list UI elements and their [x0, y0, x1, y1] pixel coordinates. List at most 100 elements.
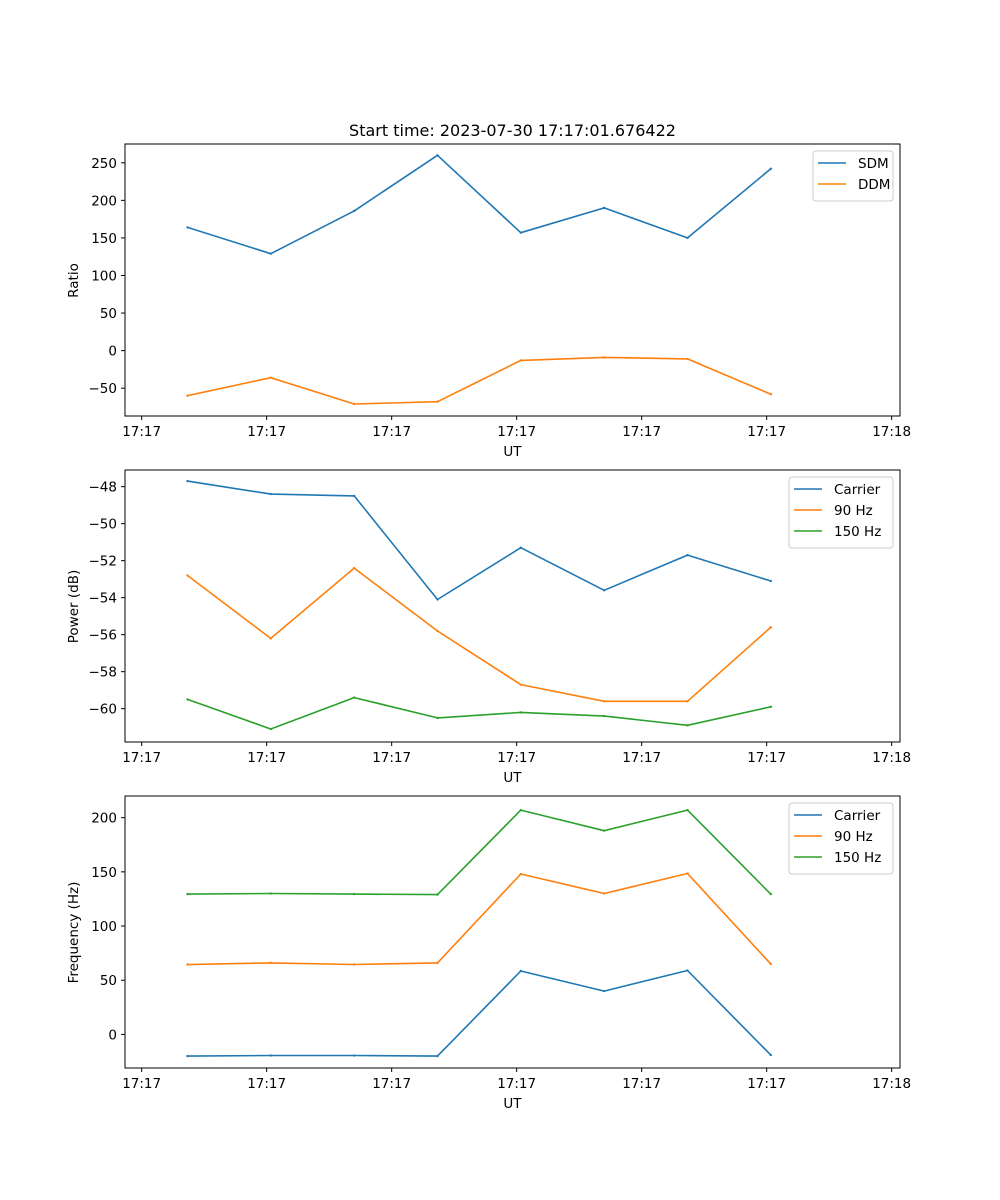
data-point — [519, 359, 523, 362]
legend: Carrier 90 Hz 150 Hz — [788, 476, 894, 549]
data-point — [769, 626, 773, 629]
frequency-panel: UT Frequency (Hz) 17:17 17:17 17:17 17:17 17… — [66, 795, 911, 1112]
data-point — [686, 969, 689, 972]
data-point — [352, 566, 356, 570]
y-axis-label: Power (dB) — [66, 570, 82, 643]
y-tick-label: −50 — [89, 381, 118, 397]
y-tick-label: 150 — [91, 231, 117, 247]
x-tick-label: 17:17 — [247, 1076, 286, 1092]
data-point — [602, 892, 606, 895]
data-point — [436, 893, 439, 896]
data-point — [436, 961, 439, 965]
y-tick-label: 100 — [91, 919, 117, 935]
power-panel: UT Power (dB) 17:17 17:17 17:17 17:17 17:17 1… — [66, 469, 911, 786]
data-point — [269, 492, 273, 496]
data-point — [602, 714, 606, 718]
x-tick-label: 17:17 — [622, 424, 661, 440]
x-axis-label: UT — [503, 770, 522, 786]
data-point — [519, 808, 523, 812]
y-axis-label: Frequency (Hz) — [66, 882, 82, 984]
x-tick-label: 17:17 — [247, 750, 286, 766]
x-tick-label: 17:18 — [872, 750, 911, 766]
series-line-150-hz — [186, 696, 772, 730]
x-tick-label: 17:17 — [497, 1076, 536, 1092]
data-point — [686, 808, 689, 812]
y-axis-label: Ratio — [66, 263, 82, 298]
legend: SDM DDM — [812, 150, 894, 202]
data-point — [269, 961, 273, 965]
data-point — [519, 969, 523, 973]
data-point — [269, 1054, 273, 1057]
data-point — [519, 872, 523, 876]
x-tick-label: 17:17 — [122, 424, 161, 440]
data-point — [686, 357, 689, 361]
data-point — [769, 579, 773, 583]
legend-label: 150 Hz — [834, 850, 881, 866]
series-line-150-hz — [186, 809, 772, 896]
y-tick-label: 200 — [91, 193, 117, 209]
legend-label: Carrier — [834, 808, 881, 824]
x-tick-label: 17:17 — [747, 750, 786, 766]
x-tick-label: 17:17 — [122, 750, 161, 766]
data-point — [269, 727, 273, 731]
axes-frame — [124, 469, 901, 743]
x-tick-label: 17:17 — [747, 1076, 786, 1092]
x-tick-label: 17:17 — [497, 424, 536, 440]
y-tick-label: 0 — [108, 344, 117, 360]
y-tick-label: −50 — [89, 517, 118, 533]
legend-label: Carrier — [834, 482, 881, 498]
data-point — [686, 553, 689, 557]
data-point — [519, 683, 523, 686]
y-tick-label: −52 — [89, 554, 118, 570]
data-point — [186, 574, 189, 577]
data-point — [519, 711, 523, 714]
data-point — [269, 376, 273, 379]
chart-title: Start time: 2023-07-30 17:17:01.676422 — [349, 121, 676, 140]
data-point — [436, 400, 439, 403]
data-point — [602, 829, 606, 832]
data-point — [602, 589, 606, 592]
y-tick-label: 150 — [91, 865, 117, 881]
data-point — [352, 1054, 356, 1057]
axes-frame — [124, 795, 901, 1069]
y-tick-label: 200 — [91, 811, 117, 827]
data-point — [769, 167, 773, 170]
data-point — [269, 252, 273, 255]
data-point — [686, 236, 689, 240]
data-point — [436, 598, 439, 601]
x-tick-label: 17:17 — [622, 750, 661, 766]
x-tick-label: 17:17 — [247, 424, 286, 440]
series-line-ddm — [186, 356, 772, 405]
legend-label: SDM — [858, 156, 889, 172]
data-point — [686, 700, 689, 703]
data-point — [186, 394, 189, 397]
data-point — [602, 356, 606, 359]
data-point — [436, 716, 439, 720]
data-point — [602, 700, 606, 703]
data-point — [769, 892, 773, 896]
data-point — [519, 546, 523, 549]
data-point — [686, 872, 689, 875]
data-point — [269, 892, 273, 895]
y-tick-label: −60 — [89, 702, 118, 718]
x-tick-label: 17:17 — [372, 1076, 411, 1092]
y-tick-label: 50 — [100, 973, 117, 989]
x-tick-label: 17:17 — [747, 424, 786, 440]
data-point — [186, 479, 189, 483]
ratio-panel: Start time: 2023-07-30 17:17:01.676422 U… — [66, 121, 911, 460]
data-point — [602, 989, 606, 993]
data-point — [352, 963, 356, 966]
series-line-sdm — [186, 154, 772, 255]
x-tick-label: 17:17 — [497, 750, 536, 766]
legend-label: DDM — [858, 177, 890, 193]
data-point — [352, 494, 356, 498]
data-point — [602, 206, 606, 210]
data-point — [519, 231, 523, 234]
x-axis-label: UT — [503, 1096, 522, 1112]
series-line-carrier — [186, 969, 772, 1057]
data-point — [769, 705, 773, 709]
x-tick-label: 17:17 — [622, 1076, 661, 1092]
x-axis-label: UT — [503, 444, 522, 460]
x-tick-label: 17:18 — [872, 1076, 911, 1092]
y-tick-label: −58 — [89, 665, 118, 681]
